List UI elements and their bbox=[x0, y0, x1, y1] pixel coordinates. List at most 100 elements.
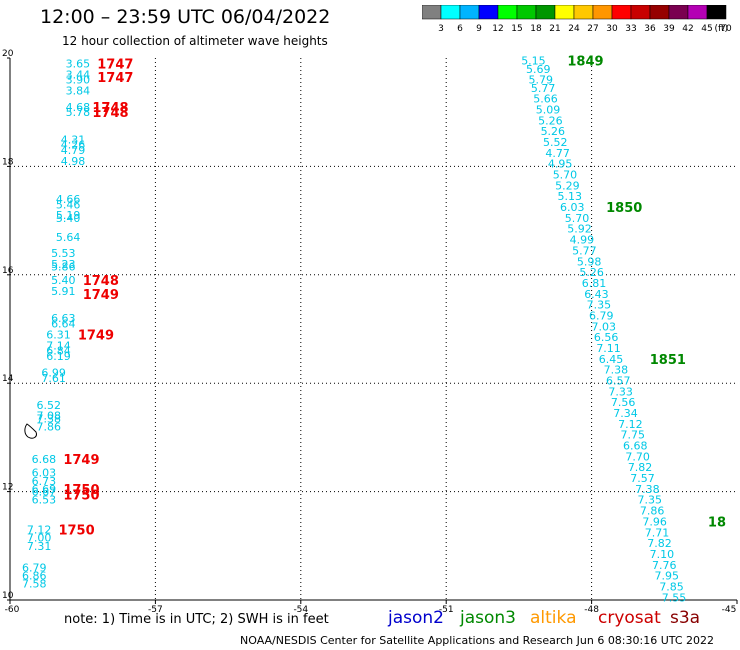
grid-layer bbox=[10, 58, 737, 600]
swh-value: 7.38 bbox=[37, 412, 62, 425]
swh-value: 5.26 bbox=[579, 266, 604, 279]
time-label: 1748 bbox=[92, 106, 128, 121]
satellite-legend-s3a: s3a bbox=[670, 608, 701, 628]
swh-value: 7.55 bbox=[662, 591, 687, 604]
swh-value: 4.98 bbox=[61, 155, 86, 168]
footer-note: note: 1) Time is in UTC; 2) SWH is in fe… bbox=[64, 612, 329, 627]
swh-value: 4.95 bbox=[548, 158, 573, 171]
swh-value: 5.09 bbox=[536, 103, 561, 116]
land-layer bbox=[24, 423, 37, 439]
swh-value: 4.31 bbox=[61, 133, 86, 146]
swh-value: 5.53 bbox=[51, 247, 76, 260]
swh-value: 5.26 bbox=[538, 114, 563, 127]
swh-value: 4.26 bbox=[61, 139, 86, 152]
footer-credit: NOAA/NESDIS Center for Satellite Applica… bbox=[240, 634, 715, 647]
swh-value: 7.76 bbox=[652, 559, 677, 572]
swh-value: 6.45 bbox=[599, 353, 624, 366]
swh-value: 7.96 bbox=[642, 515, 667, 528]
swh-value: 5.40 bbox=[51, 274, 76, 287]
swh-value: 5.64 bbox=[56, 231, 81, 244]
y-tick-label: 18 bbox=[2, 157, 14, 167]
satellite-legend-jason2: jason2 bbox=[388, 608, 444, 628]
swh-value: 7.34 bbox=[613, 407, 638, 420]
colorbar-label: 27 bbox=[587, 24, 598, 34]
swh-value: 6.56 bbox=[594, 331, 619, 344]
swh-value: 5.98 bbox=[577, 255, 602, 268]
swh-value: 5.46 bbox=[56, 198, 81, 211]
colorbar-label: 3 bbox=[438, 24, 444, 34]
swh-value: 7.00 bbox=[27, 532, 52, 545]
swh-value: 5.70 bbox=[553, 169, 578, 182]
swh-value: 6.03 bbox=[560, 201, 585, 214]
colorbar-label: 42 bbox=[682, 24, 693, 34]
swh-value: 7.33 bbox=[608, 385, 633, 398]
swh-value: 7.08 bbox=[37, 410, 62, 423]
time-label: 18 bbox=[708, 515, 726, 530]
colorbar-label: 30 bbox=[606, 24, 618, 34]
swh-value: 5.70 bbox=[565, 212, 590, 225]
swh-value: 5.77 bbox=[531, 82, 556, 95]
time-label: 1850 bbox=[606, 201, 642, 216]
swh-value: 5.78 bbox=[66, 106, 91, 119]
swh-value: 6.86 bbox=[22, 570, 47, 583]
colorbar-label: 45 bbox=[701, 24, 712, 34]
swh-value: 3.90 bbox=[66, 74, 91, 87]
swh-value: 4.68 bbox=[66, 101, 91, 114]
y-tick-label: 10 bbox=[2, 591, 14, 601]
colorbar-label: 70 bbox=[720, 24, 732, 34]
x-tick-label: -57 bbox=[148, 605, 163, 615]
swh-value: 5.40 bbox=[56, 212, 81, 225]
swh-value: 6.63 bbox=[51, 312, 76, 325]
colorbar-label: 15 bbox=[511, 24, 522, 34]
time-label: 1747 bbox=[97, 71, 133, 86]
colorbar-label: 12 bbox=[492, 24, 503, 34]
swh-value: 7.86 bbox=[640, 505, 665, 518]
swh-value: 7.56 bbox=[611, 396, 636, 409]
swh-value: 4.77 bbox=[545, 147, 570, 160]
swh-value: 7.82 bbox=[628, 461, 653, 474]
swh-value: 7.95 bbox=[654, 570, 679, 583]
swh-value: 7.82 bbox=[647, 537, 672, 550]
x-tick-label: -54 bbox=[293, 605, 308, 615]
time-label: 1851 bbox=[650, 353, 686, 368]
swh-value: 6.64 bbox=[51, 318, 76, 331]
swh-value: 6.68 bbox=[32, 453, 57, 466]
colorbar-legend: 3 6 9 12 15 18 21 24 27 30 33 36 39 42 45 70(ft) bbox=[422, 5, 732, 34]
chart-title: 12:00 – 23:59 UTC 06/04/2022 bbox=[40, 6, 331, 28]
swh-value: 7.11 bbox=[596, 342, 621, 355]
swh-value: 3.65 bbox=[66, 57, 91, 70]
swh-value: 3.84 bbox=[66, 85, 91, 98]
satellite-legend-altika: altika bbox=[530, 608, 577, 628]
swh-value: 5.23 bbox=[51, 258, 76, 271]
swh-value: 5.66 bbox=[533, 93, 558, 106]
swh-value: 6.19 bbox=[46, 350, 71, 363]
time-label-layer: 1747174717481748174817491749174917501750… bbox=[58, 55, 726, 539]
colorbar-label: 33 bbox=[625, 24, 636, 34]
swh-value: 5.19 bbox=[56, 209, 81, 222]
colorbar-label: 39 bbox=[663, 24, 675, 34]
swh-value: 7.38 bbox=[604, 364, 629, 377]
swh-value: 7.38 bbox=[635, 483, 660, 496]
swh-value: 6.03 bbox=[32, 467, 57, 480]
time-label: 1750 bbox=[63, 488, 99, 503]
swh-value: 7.58 bbox=[22, 578, 47, 591]
colorbar-label: 9 bbox=[476, 24, 482, 34]
swh-value: 5.26 bbox=[541, 125, 566, 138]
chart-subtitle: 12 hour collection of altimeter wave hei… bbox=[62, 34, 328, 48]
y-tick-label: 14 bbox=[2, 374, 14, 384]
time-label: 1748 bbox=[92, 101, 128, 116]
swh-value: 5.91 bbox=[51, 285, 76, 298]
swh-value: 5.13 bbox=[558, 190, 583, 203]
colorbar-swatch bbox=[706, 5, 727, 20]
colorbar-label: 21 bbox=[549, 24, 560, 34]
swh-value: 7.14 bbox=[46, 339, 71, 352]
swh-value: 6.52 bbox=[37, 399, 62, 412]
time-label: 1749 bbox=[78, 328, 114, 343]
x-tick-label: -48 bbox=[584, 605, 599, 615]
swh-value: 6.73 bbox=[32, 475, 57, 488]
swh-value: 7.71 bbox=[645, 526, 670, 539]
swh-value: 5.69 bbox=[526, 63, 551, 76]
swh-value: 6.68 bbox=[623, 440, 648, 453]
swh-value: 6.81 bbox=[582, 277, 607, 290]
